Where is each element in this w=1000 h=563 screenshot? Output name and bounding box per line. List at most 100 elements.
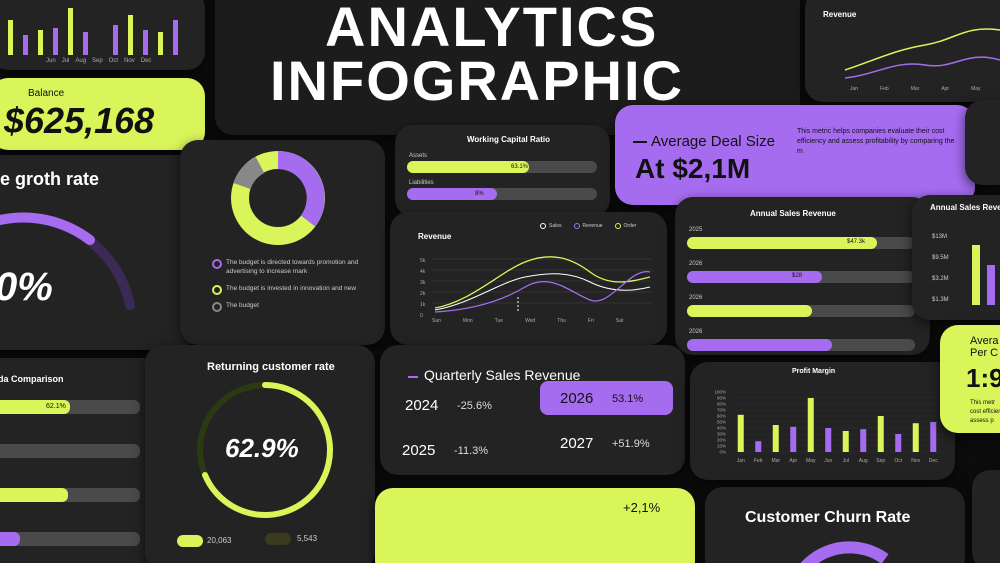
revenue-top-title: Revenue bbox=[823, 10, 857, 19]
month-label: Aug bbox=[75, 58, 87, 64]
growth-lime-card: +2,1% bbox=[375, 488, 695, 563]
annual-bar bbox=[687, 305, 812, 317]
revenue-top-card: Revenue Jan Feb Mar Apr May bbox=[805, 0, 1000, 102]
bar bbox=[842, 431, 849, 452]
working-capital-card: Working Capital Ratio Assets 63.1% Liabi… bbox=[395, 125, 610, 217]
y-tick-label: 80% bbox=[717, 402, 726, 407]
annual-title: Annual Sales Revenue bbox=[750, 209, 836, 218]
balance-card: Balance $625,168 bbox=[0, 78, 205, 150]
x-tick-label: Oct bbox=[894, 458, 902, 464]
growth-card: e groth rate 0% bbox=[0, 155, 195, 350]
comparison-bar-bg bbox=[0, 444, 140, 458]
churn-gauge bbox=[800, 541, 889, 563]
growth-gauge bbox=[0, 212, 135, 310]
donut-card: The budget is directed towards promotion… bbox=[180, 140, 385, 345]
ratio-card: Avera Per C 1:9 This metr cost efficien as… bbox=[940, 325, 1000, 433]
balance-label: Balance bbox=[28, 88, 65, 99]
y-tick-label: 70% bbox=[717, 408, 726, 413]
returning-legend: 20,063 bbox=[207, 536, 232, 545]
annual-year: 2026 bbox=[689, 329, 703, 335]
x-tick-label: Mar bbox=[771, 458, 780, 464]
monthly-bars-card: Jun Jul Aug Sep Oct Nov Dec bbox=[0, 0, 205, 70]
x-tick-label: Feb bbox=[754, 458, 763, 464]
legend-dot bbox=[212, 259, 222, 269]
month-label: Dec bbox=[140, 58, 152, 64]
annual2-bars bbox=[972, 245, 995, 305]
wc-value: 8% bbox=[475, 191, 484, 197]
y-label: $9.5M bbox=[932, 255, 949, 261]
legend-dot bbox=[614, 223, 621, 229]
profit-chart: 100%90%80%70%60%50%40%30%20%10%0% Jan Feb M… bbox=[714, 390, 942, 464]
x-label: Mar bbox=[910, 86, 920, 92]
y-label: $3.2M bbox=[932, 276, 949, 282]
x-label: Apr bbox=[941, 86, 950, 92]
y-label: $13M bbox=[932, 234, 948, 240]
x-label: Jan bbox=[850, 86, 859, 92]
comparison-card: da Comparison 62.1% bbox=[0, 358, 160, 563]
legend-dot bbox=[212, 285, 222, 295]
quarter-change: -11.3% bbox=[454, 445, 489, 457]
returning-legend: 5,543 bbox=[297, 534, 318, 543]
x-tick-label: Jun bbox=[824, 458, 832, 464]
x-tick-label: Apr bbox=[789, 458, 797, 464]
y-tick-label: 10% bbox=[717, 444, 726, 449]
legend-item: The budget is directed towards promotion… bbox=[212, 258, 372, 276]
legend-text: The budget is directed towards promotion… bbox=[226, 259, 359, 275]
y-label: $1.3M bbox=[932, 297, 949, 303]
month-label: Jun bbox=[46, 58, 56, 64]
revenue-legend: Sales Revenue Order bbox=[540, 223, 636, 229]
y-label: 4k bbox=[420, 269, 426, 275]
annual2-title: Annual Sales Revenue bbox=[930, 203, 1000, 212]
partial-card bbox=[972, 470, 1000, 563]
annual-value: $28 bbox=[792, 273, 803, 279]
ratio-title: Avera bbox=[970, 335, 999, 347]
quarter-change: 53.1% bbox=[612, 393, 644, 405]
title-line2: INFOGRAPHIC bbox=[270, 49, 684, 112]
growth-lime-value: +2,1% bbox=[623, 500, 661, 515]
x-label: Wed bbox=[525, 318, 536, 324]
quarter-change: +51.9% bbox=[612, 438, 650, 450]
y-tick-label: 20% bbox=[717, 438, 726, 443]
x-tick-label: Nov bbox=[911, 458, 920, 464]
legend-text: Sales bbox=[549, 223, 562, 229]
y-tick-label: 50% bbox=[717, 420, 726, 425]
legend-text: Order bbox=[623, 223, 637, 229]
ratio-line: cost efficien bbox=[970, 409, 1000, 415]
legend-item: Order bbox=[614, 223, 637, 229]
bar bbox=[825, 428, 832, 452]
month-labels: Jun Jul Aug Sep Oct Nov Dec bbox=[46, 58, 151, 64]
y-label: 5k bbox=[420, 258, 426, 264]
legend-text: The budget bbox=[226, 302, 259, 309]
revenue-title: Revenue bbox=[418, 232, 452, 241]
month-label: Nov bbox=[124, 58, 135, 64]
comparison-value: 62.1% bbox=[46, 403, 66, 410]
partial-card bbox=[965, 100, 1000, 185]
revenue-top-lines bbox=[844, 28, 1000, 79]
revenue-x-labels: Sun Mon Tue Wed Thu Fri Sat bbox=[432, 318, 623, 324]
bar bbox=[930, 422, 937, 452]
mini-bars bbox=[8, 8, 178, 55]
returning-value: 62.9% bbox=[225, 433, 299, 463]
legend-dot bbox=[540, 223, 546, 229]
wc-label: Assets bbox=[409, 153, 428, 159]
legend-dot bbox=[212, 302, 222, 312]
annual-value: $47.3k bbox=[847, 239, 866, 245]
deal-value: At $2,1M bbox=[635, 153, 751, 184]
comparison-bar-bg bbox=[0, 532, 140, 546]
x-label: Thu bbox=[557, 318, 566, 324]
wc-value: 63.1% bbox=[511, 164, 529, 170]
growth-value: 0% bbox=[0, 265, 53, 309]
churn-card: Customer Churn Rate bbox=[705, 487, 965, 563]
wc-title: Working Capital Ratio bbox=[467, 135, 550, 144]
x-tick-label: Jul bbox=[843, 458, 849, 464]
quarter-change: -25.6% bbox=[457, 400, 492, 412]
x-label: May bbox=[971, 86, 981, 92]
annual-year: 2026 bbox=[689, 295, 703, 301]
x-label: Tue bbox=[494, 318, 504, 324]
comparison-bar bbox=[0, 400, 70, 414]
revenue-y-labels: 5k 4k 3k 2k 1k 0 bbox=[420, 256, 425, 322]
quarterly-dash bbox=[408, 376, 418, 378]
legend-item: The budget is invested in innovation and… bbox=[212, 284, 372, 295]
legend-text: Revenue bbox=[582, 223, 603, 229]
deal-card: Average Deal Size At $2,1M This metric h… bbox=[615, 105, 975, 205]
